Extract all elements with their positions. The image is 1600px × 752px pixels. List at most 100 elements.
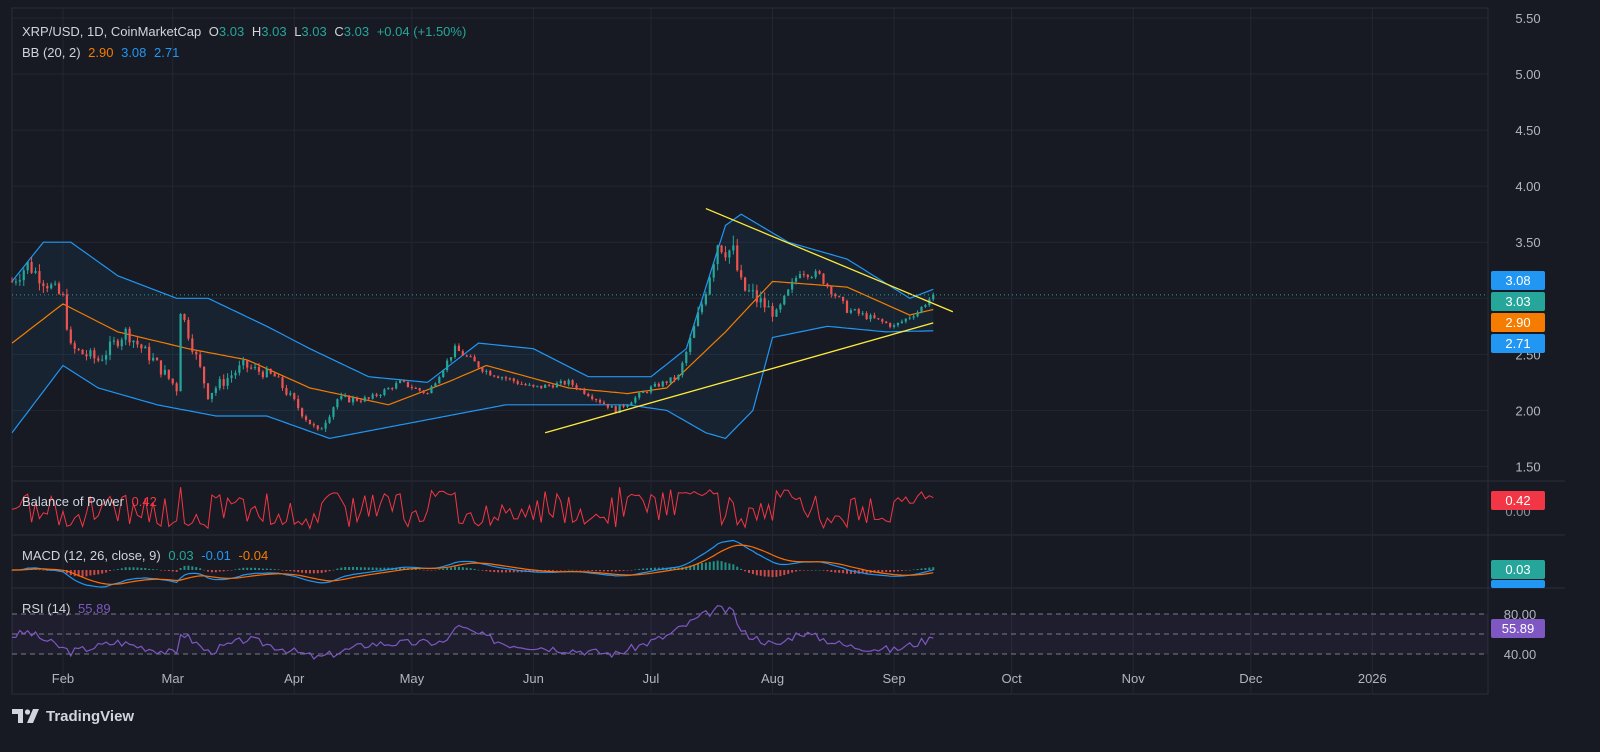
candle	[265, 366, 268, 378]
candle-body	[238, 365, 241, 373]
macd-histogram-bar	[461, 567, 464, 570]
candle-body	[606, 403, 609, 408]
y-tick-label: 3.50	[1515, 235, 1540, 250]
candle	[516, 379, 519, 386]
candle-body	[681, 363, 684, 375]
candle-body	[567, 380, 570, 385]
macd-histogram-bar	[489, 570, 492, 572]
candle	[210, 392, 214, 403]
candle-body	[179, 313, 182, 392]
macd-histogram-bar	[383, 567, 386, 570]
macd-histogram-bar	[638, 568, 641, 570]
macd-histogram-bar	[649, 567, 652, 570]
candle-body	[465, 355, 468, 357]
candle	[304, 414, 308, 422]
trendline-support	[544, 322, 934, 434]
candle	[763, 292, 766, 313]
candle-body	[89, 350, 92, 357]
macd-histogram-bar	[422, 569, 425, 571]
candle-body	[97, 358, 100, 361]
macd-histogram-bar	[105, 570, 108, 573]
candle	[418, 387, 421, 392]
candle	[732, 235, 735, 255]
macd-histogram-bar	[418, 569, 421, 570]
candle-body	[246, 359, 249, 368]
macd-histogram-bar	[148, 568, 151, 570]
candle-body	[195, 351, 198, 355]
macd-histogram-bar	[704, 562, 707, 570]
macd-histogram-bar	[89, 570, 92, 576]
candle-body	[712, 264, 715, 278]
candle	[653, 381, 657, 388]
candle	[402, 379, 406, 383]
macd-histogram-bar	[763, 570, 766, 577]
macd-histogram-bar	[348, 567, 351, 570]
candle-body	[304, 416, 308, 420]
macd-histogram-bar	[261, 568, 264, 570]
candle-body	[669, 377, 672, 383]
candle-body	[904, 318, 907, 322]
macd-histogram-bar	[226, 570, 229, 571]
candle	[559, 379, 562, 386]
macd-histogram-bar	[802, 570, 805, 571]
candle-body	[900, 321, 903, 323]
bb-legend-name: BB (20, 2)	[22, 45, 81, 60]
macd-histogram-bar	[203, 569, 206, 571]
candle	[324, 419, 327, 432]
macd-histogram-bar	[469, 568, 472, 570]
bb-upper-value: 3.08	[121, 45, 147, 60]
candle-body	[328, 416, 331, 423]
macd-histogram-bar	[269, 568, 272, 570]
macd-histogram-bar	[465, 567, 468, 570]
macd-histogram-bar	[112, 569, 115, 571]
candle	[22, 268, 25, 286]
candle-body	[500, 377, 504, 379]
macd-histogram-bar	[916, 569, 919, 570]
candle-body	[379, 394, 382, 396]
candle	[669, 377, 672, 384]
macd-histogram-bar	[516, 570, 519, 573]
candle	[920, 306, 923, 314]
candle	[344, 392, 347, 398]
candle	[391, 387, 394, 391]
candle-body	[822, 273, 825, 284]
macd-histogram-bar	[453, 566, 456, 570]
macd-histogram-bar	[583, 570, 586, 571]
macd-histogram-bar	[512, 570, 515, 573]
candle-body	[551, 385, 555, 388]
candle	[908, 316, 911, 320]
candle	[916, 310, 919, 318]
rsi-legend-value: 55.89	[78, 601, 111, 616]
tradingview-brand[interactable]: TradingView	[12, 706, 134, 726]
candle	[595, 398, 598, 403]
high-label: H	[251, 24, 262, 39]
candle-body	[65, 294, 68, 330]
candle-body	[108, 341, 112, 356]
candle	[693, 323, 696, 339]
macd-histogram-bar	[689, 565, 692, 570]
last-price-tag: 3.03	[1491, 292, 1545, 311]
candle	[544, 384, 547, 389]
candle-body	[453, 345, 457, 358]
candle	[798, 271, 802, 279]
candle-body	[497, 376, 500, 378]
trendline-resistance	[705, 207, 954, 313]
candle	[414, 386, 417, 389]
candle-body	[42, 283, 45, 286]
candle-body	[320, 428, 323, 430]
candle-body	[924, 305, 927, 307]
candle-body	[751, 290, 755, 292]
candle-body	[457, 345, 461, 352]
candle-body	[261, 371, 264, 378]
candle	[477, 361, 480, 369]
candle	[202, 366, 206, 389]
candle-body	[199, 354, 202, 367]
bop-tag: 0.42	[1491, 491, 1545, 510]
candle-body	[732, 245, 735, 251]
candle-body	[387, 388, 390, 390]
x-tick-label: Jul	[643, 671, 660, 686]
candle-body	[736, 245, 739, 271]
macd-histogram-bar	[152, 569, 155, 570]
candle	[838, 295, 841, 298]
